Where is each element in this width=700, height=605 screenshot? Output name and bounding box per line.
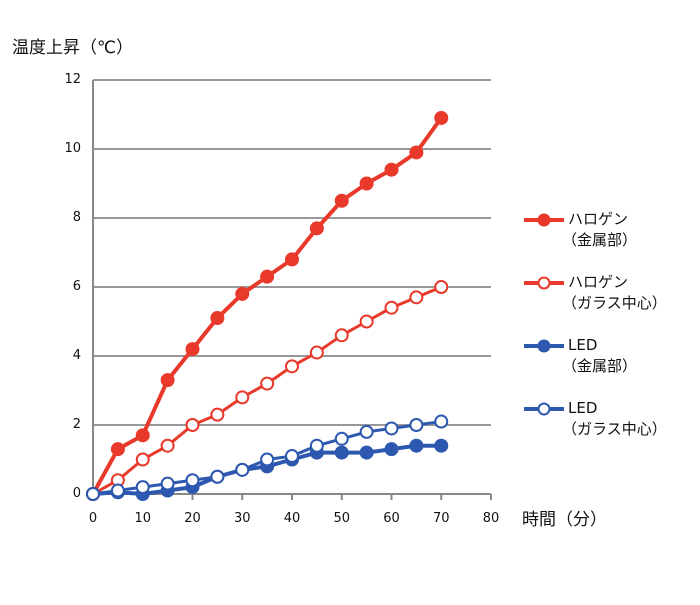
data-point bbox=[160, 476, 175, 491]
data-point bbox=[359, 445, 374, 460]
data-point bbox=[160, 373, 175, 388]
legend-item: ハロゲン （金属部） bbox=[522, 210, 692, 273]
data-point bbox=[185, 418, 200, 432]
data-point bbox=[285, 252, 299, 267]
data-point bbox=[185, 473, 200, 488]
data-point bbox=[334, 193, 349, 208]
x-tick-label: 20 bbox=[184, 511, 201, 526]
data-point bbox=[434, 110, 449, 125]
data-point bbox=[434, 280, 449, 294]
data-point bbox=[110, 442, 125, 457]
data-point bbox=[86, 487, 100, 501]
data-point bbox=[135, 480, 150, 495]
data-point bbox=[359, 176, 374, 191]
data-point bbox=[260, 376, 275, 391]
legend-label: ハロゲン bbox=[568, 273, 629, 291]
y-tick-label: 8 bbox=[72, 210, 81, 225]
legend-sublabel: （ガラス中心） bbox=[562, 294, 667, 312]
data-point bbox=[260, 452, 275, 467]
x-tick-label: 70 bbox=[432, 511, 450, 526]
legend-marker bbox=[524, 339, 564, 353]
x-axis-title: 時間（分） bbox=[522, 510, 607, 530]
x-tick-label: 80 bbox=[482, 511, 500, 526]
legend-sublabel: （金属部） bbox=[562, 231, 638, 249]
plot-area bbox=[86, 79, 492, 501]
x-tick-label: 10 bbox=[134, 511, 152, 526]
legend-label: ハロゲン bbox=[568, 210, 629, 228]
data-point bbox=[210, 407, 225, 422]
data-point bbox=[285, 449, 299, 464]
legend-point bbox=[537, 402, 551, 416]
y-tick-label: 10 bbox=[64, 141, 81, 156]
legend-sublabel: （ガラス中心） bbox=[562, 420, 667, 438]
x-tick-label: 50 bbox=[333, 511, 351, 526]
data-point bbox=[309, 438, 324, 453]
data-point bbox=[409, 438, 424, 453]
legend-point bbox=[537, 276, 551, 290]
data-point bbox=[384, 162, 399, 177]
data-point bbox=[235, 286, 250, 301]
y-tick-label: 6 bbox=[72, 279, 81, 294]
x-tick-label: 60 bbox=[383, 511, 400, 526]
data-point bbox=[434, 438, 449, 453]
y-tick-label: 0 bbox=[72, 486, 81, 501]
legend-marker bbox=[524, 402, 564, 416]
y-tick-label: 2 bbox=[72, 417, 81, 432]
data-point bbox=[384, 442, 399, 457]
legend-marker bbox=[524, 213, 564, 227]
legend-point bbox=[537, 339, 551, 353]
data-point bbox=[334, 328, 349, 343]
data-point bbox=[135, 452, 150, 467]
y-tick-label: 4 bbox=[72, 348, 81, 363]
x-tick-label: 0 bbox=[88, 511, 98, 526]
data-point bbox=[434, 414, 449, 429]
data-point bbox=[334, 445, 349, 460]
y-tick-label: 12 bbox=[64, 72, 81, 87]
data-point bbox=[210, 469, 225, 484]
data-point bbox=[235, 462, 250, 477]
x-tick-label: 40 bbox=[283, 511, 301, 526]
data-point bbox=[309, 345, 324, 360]
legend-item: LED （ガラス中心） bbox=[522, 399, 692, 462]
data-point bbox=[210, 311, 225, 326]
x-tick-label: 30 bbox=[233, 511, 251, 526]
legend-label: LED bbox=[568, 399, 598, 417]
y-axis-title: 温度上昇（℃） bbox=[12, 38, 134, 58]
data-point bbox=[285, 359, 299, 374]
legend-marker bbox=[524, 276, 564, 290]
data-point bbox=[359, 314, 374, 329]
data-point bbox=[160, 438, 175, 453]
legend-sublabel: （金属部） bbox=[562, 357, 638, 375]
legend-point bbox=[537, 213, 551, 227]
legend-item: LED （金属部） bbox=[522, 336, 692, 399]
data-point bbox=[384, 421, 399, 436]
data-point bbox=[260, 269, 275, 284]
data-point bbox=[409, 145, 424, 160]
data-point bbox=[334, 431, 349, 446]
data-point bbox=[384, 300, 399, 315]
legend-item: ハロゲン （ガラス中心） bbox=[522, 273, 692, 336]
data-point bbox=[409, 290, 424, 305]
data-point bbox=[110, 483, 125, 498]
data-point bbox=[359, 424, 374, 439]
data-point bbox=[309, 221, 324, 236]
data-point bbox=[235, 390, 250, 405]
legend-label: LED bbox=[568, 336, 598, 354]
data-point bbox=[185, 342, 200, 357]
data-point bbox=[409, 418, 424, 432]
data-point bbox=[135, 428, 150, 443]
legend: ハロゲン （金属部） ハロゲン （ガラス中心） LED （金属部） LED （ガ… bbox=[522, 210, 692, 462]
